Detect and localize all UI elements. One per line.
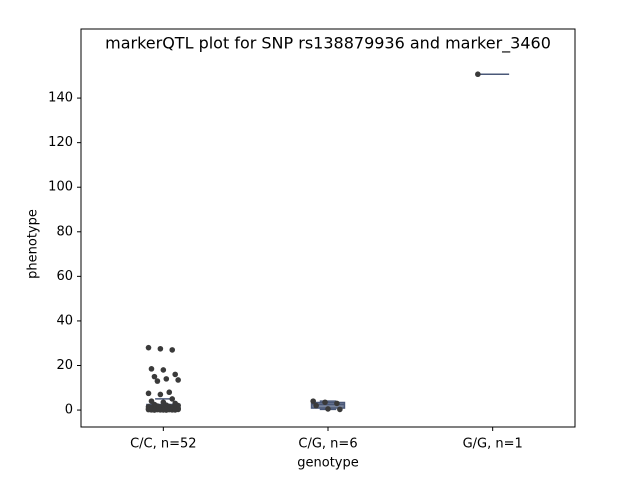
y-tick-label: 0 <box>65 403 73 418</box>
y-tick-label: 20 <box>56 358 73 373</box>
point <box>151 373 158 380</box>
point <box>313 402 319 409</box>
point <box>172 407 178 413</box>
point <box>157 391 164 398</box>
x-tick-label: C/C, n=52 <box>130 437 196 452</box>
point <box>334 400 340 407</box>
point <box>163 407 170 413</box>
y-tick-label: 120 <box>48 135 73 150</box>
y-tick-label: 100 <box>48 180 73 195</box>
point <box>322 399 328 406</box>
point <box>310 398 316 404</box>
point <box>169 347 176 353</box>
point <box>163 376 170 382</box>
point <box>325 406 331 412</box>
point <box>154 378 161 384</box>
y-axis-label: phenotype <box>26 209 41 279</box>
point <box>157 345 164 352</box>
point <box>172 371 178 378</box>
y-tick-label: 80 <box>56 224 73 239</box>
point <box>145 344 152 351</box>
point <box>169 396 176 402</box>
chart-title: markerQTL plot for SNP rs138879936 and m… <box>105 34 551 54</box>
point <box>160 367 167 373</box>
point <box>166 389 173 396</box>
x-tick-label: G/G, n=1 <box>463 437 523 452</box>
point <box>151 407 158 413</box>
plot-frame <box>80 28 576 428</box>
y-tick-label: 60 <box>56 269 73 284</box>
y-tick-label: 40 <box>56 313 73 328</box>
point <box>145 390 152 397</box>
point <box>175 377 181 383</box>
point <box>337 406 343 413</box>
x-axis-label: genotype <box>297 456 358 471</box>
x-tick-label: C/G, n=6 <box>298 437 357 452</box>
point <box>475 71 481 78</box>
point <box>148 366 155 372</box>
y-tick-label: 140 <box>48 91 73 106</box>
